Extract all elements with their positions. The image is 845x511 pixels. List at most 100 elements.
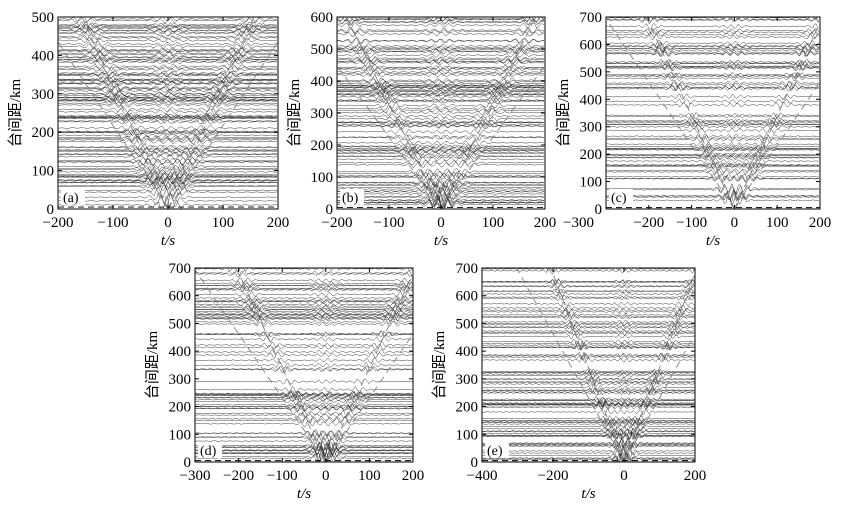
y-tick-label: 100	[32, 164, 55, 180]
waveform-trace	[58, 71, 278, 79]
y-axis-label: 台间距/km	[7, 79, 24, 148]
waveform-trace	[58, 65, 278, 74]
waveform-trace	[482, 304, 695, 312]
panel-d: −300 −200 −100 0 100 200 0 100 200 300 400 500 600 70…	[144, 261, 424, 502]
waveform-trace	[58, 30, 277, 37]
waveform-trace	[482, 452, 695, 462]
waveform-trace	[58, 24, 278, 31]
moveout-dashed-line	[606, 17, 735, 209]
waveform-trace	[337, 196, 545, 209]
x-tick-label: −100	[676, 215, 707, 231]
moveout-dashed-line	[167, 41, 278, 209]
waveform-trace	[195, 298, 413, 306]
waveform-trace	[58, 47, 278, 55]
y-tick-label: 0	[471, 455, 479, 471]
waveform-trace	[337, 58, 545, 65]
y-tick-label: 400	[32, 48, 55, 64]
x-axis-label: t/s	[434, 233, 448, 249]
waveform-trace	[58, 114, 278, 122]
waveform-trace	[482, 417, 695, 424]
waveform-trace	[606, 40, 820, 47]
waveform-trace	[337, 44, 545, 53]
waveform-trace	[337, 184, 545, 197]
y-tick-label: 0	[595, 202, 603, 218]
waveform-trace	[58, 58, 278, 66]
waveform-trace	[58, 97, 278, 105]
waveform-trace	[482, 418, 695, 426]
waveform-trace	[337, 18, 545, 26]
waveform-trace	[337, 48, 545, 55]
moveout-dashed-line	[623, 332, 695, 462]
waveform-trace	[195, 397, 413, 406]
waveform-trace	[58, 76, 278, 84]
waveform-trace	[606, 33, 820, 41]
waveform-trace	[195, 330, 413, 338]
waveform-trace	[337, 143, 545, 150]
waveform-trace	[58, 127, 278, 135]
x-tick-label: 200	[809, 215, 832, 231]
panel-b: −200 −100 0 100 200 0 100 200 300 400 500 600 t/s 台间距…	[286, 10, 556, 249]
waveform-trace	[482, 370, 695, 378]
waveform-trace	[482, 427, 695, 436]
plot-frame	[481, 267, 696, 463]
waveform-trace	[195, 416, 413, 424]
x-tick-label: 100	[358, 468, 381, 484]
waveform-trace	[606, 59, 820, 67]
waveform-trace	[606, 49, 820, 57]
waveform-trace	[337, 169, 545, 179]
waveform-trace	[482, 403, 695, 410]
waveform-trace	[58, 65, 278, 72]
waveform-trace	[337, 37, 544, 45]
waveform-trace	[58, 164, 278, 174]
waveform-trace	[58, 117, 278, 124]
trace-group	[606, 17, 820, 206]
waveform-trace	[337, 90, 545, 97]
waveform-trace	[337, 70, 545, 77]
waveform-trace	[58, 136, 278, 143]
waveform-trace	[337, 22, 545, 29]
waveform-trace	[337, 65, 545, 73]
waveform-trace	[337, 105, 545, 112]
waveform-trace	[195, 366, 413, 374]
waveform-trace	[195, 390, 413, 398]
waveform-trace	[58, 196, 277, 209]
waveform-trace	[337, 149, 545, 157]
waveform-trace	[195, 312, 413, 320]
waveform-trace	[482, 312, 695, 321]
waveform-trace	[58, 166, 278, 176]
waveform-trace	[195, 311, 413, 319]
waveform-trace	[58, 54, 278, 61]
waveform-trace	[337, 64, 545, 72]
waveform-trace	[58, 27, 278, 34]
waveform-trace	[195, 277, 413, 283]
waveform-trace	[58, 135, 278, 142]
waveform-trace	[606, 63, 820, 71]
waveform-trace	[195, 330, 413, 337]
waveform-trace	[337, 156, 545, 164]
waveform-trace	[195, 404, 413, 411]
waveform-trace	[195, 404, 413, 413]
waveform-trace	[606, 163, 820, 171]
waveform-trace	[58, 134, 278, 141]
waveform-trace	[606, 136, 820, 144]
waveform-trace	[606, 112, 820, 119]
waveform-trace	[482, 447, 695, 462]
y-tick-label: 300	[456, 372, 479, 388]
waveform-trace	[482, 352, 695, 359]
waveform-trace	[195, 285, 413, 293]
waveform-trace	[195, 447, 413, 460]
waveform-trace	[606, 188, 820, 202]
waveform-trace	[195, 281, 413, 290]
waveform-trace	[606, 23, 820, 30]
waveform-trace	[58, 63, 278, 70]
waveform-trace	[58, 158, 277, 166]
moveout-dashed-line	[440, 64, 545, 209]
waveform-trace	[195, 437, 413, 447]
waveform-trace	[195, 378, 413, 385]
y-axis-label: 台间距/km	[144, 331, 161, 400]
waveform-trace	[58, 137, 277, 145]
y-tick-label: 100	[580, 175, 603, 191]
waveform-trace	[337, 37, 545, 44]
waveform-trace	[195, 335, 413, 343]
waveform-trace	[482, 311, 695, 318]
